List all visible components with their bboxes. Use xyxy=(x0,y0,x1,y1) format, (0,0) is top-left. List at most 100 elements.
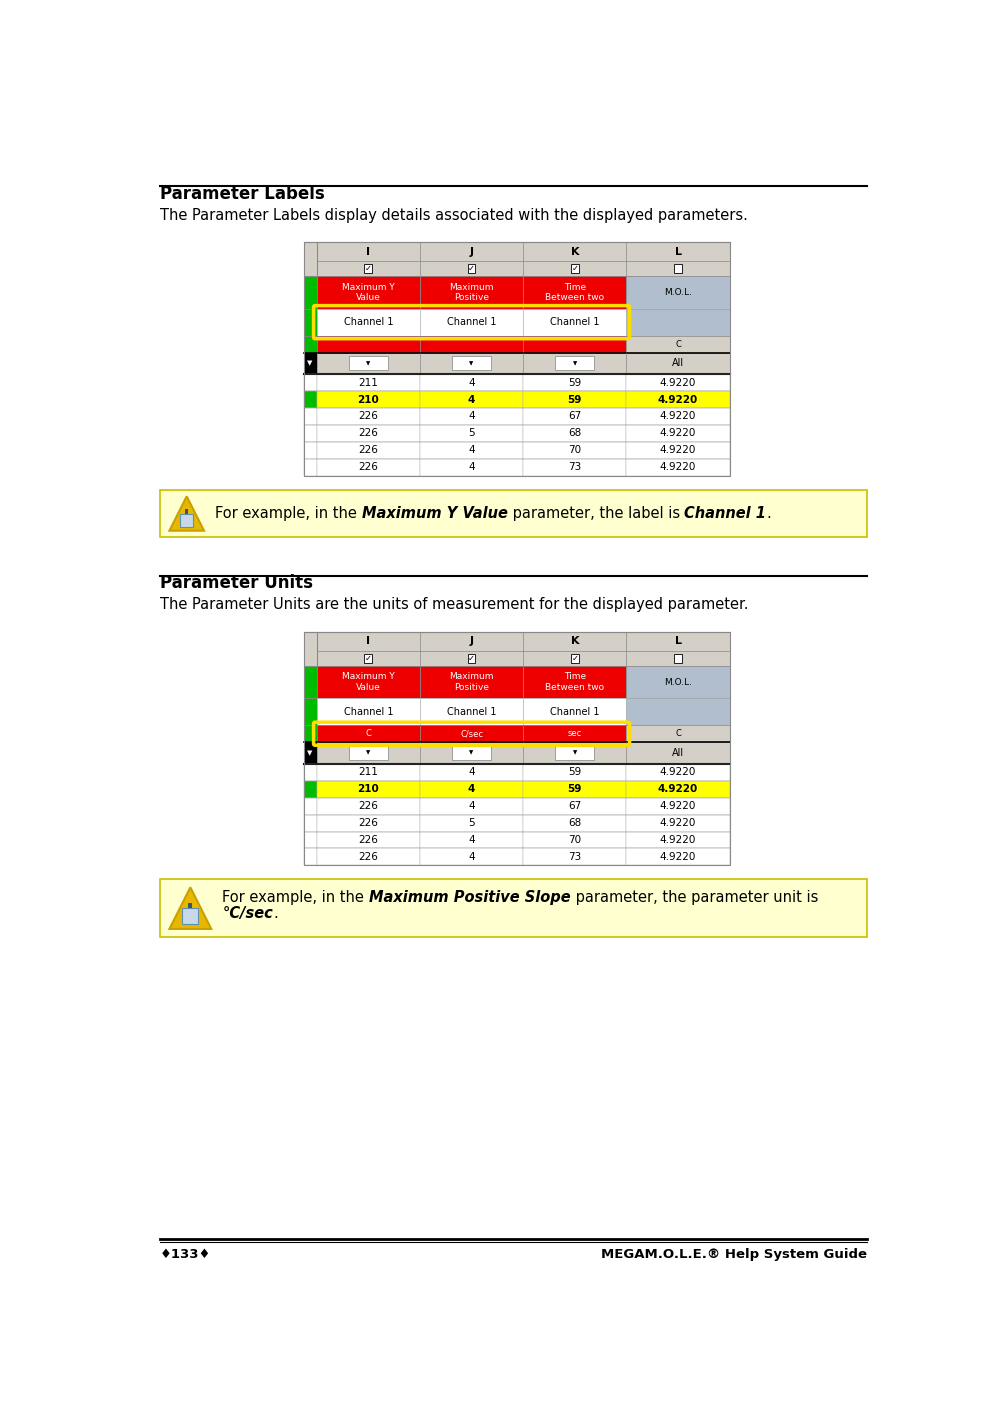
Bar xyxy=(523,725,626,742)
Text: 4: 4 xyxy=(468,412,475,422)
Text: Channel 1: Channel 1 xyxy=(344,707,393,717)
Bar xyxy=(182,909,198,924)
Bar xyxy=(304,391,317,408)
Bar xyxy=(420,831,523,848)
Text: 4.9220: 4.9220 xyxy=(660,768,696,777)
Text: 4.9220: 4.9220 xyxy=(660,378,696,388)
Text: MEGAM.O.L.E.® Help System Guide: MEGAM.O.L.E.® Help System Guide xyxy=(601,1249,867,1261)
Bar xyxy=(420,408,523,425)
Text: ✓: ✓ xyxy=(468,264,475,274)
Bar xyxy=(523,408,626,425)
Bar xyxy=(420,780,523,797)
Bar xyxy=(304,797,317,814)
Text: ✓: ✓ xyxy=(571,264,578,274)
Bar xyxy=(304,353,317,374)
Text: 4.9220: 4.9220 xyxy=(660,852,696,862)
Bar xyxy=(317,336,420,353)
Text: 4: 4 xyxy=(468,446,475,456)
Bar xyxy=(349,357,388,370)
Bar xyxy=(523,797,626,814)
Bar xyxy=(317,277,420,309)
Bar xyxy=(317,814,420,831)
Text: 4: 4 xyxy=(468,395,475,405)
Text: 226: 226 xyxy=(359,818,378,828)
Bar xyxy=(523,391,626,408)
Text: Channel 1: Channel 1 xyxy=(447,707,496,717)
Bar xyxy=(304,763,317,780)
Text: 4: 4 xyxy=(468,785,475,794)
Text: sec: sec xyxy=(568,729,582,738)
Text: 4.9220: 4.9220 xyxy=(658,785,698,794)
Text: 4: 4 xyxy=(468,852,475,862)
Bar xyxy=(626,459,729,476)
Bar xyxy=(420,309,523,336)
Bar xyxy=(304,243,317,261)
Text: Maximum Y
Value: Maximum Y Value xyxy=(342,282,395,302)
Bar xyxy=(420,797,523,814)
Bar xyxy=(317,459,420,476)
Bar xyxy=(626,309,729,336)
Text: 4: 4 xyxy=(468,801,475,811)
Text: 226: 226 xyxy=(359,429,378,439)
Bar xyxy=(304,425,317,442)
Bar xyxy=(626,848,729,865)
Text: 73: 73 xyxy=(568,852,581,862)
Bar xyxy=(523,374,626,391)
Text: I: I xyxy=(367,247,371,257)
Bar xyxy=(468,655,476,663)
Bar xyxy=(523,277,626,309)
Bar xyxy=(317,725,420,742)
Bar xyxy=(349,746,388,761)
Bar xyxy=(317,742,729,763)
Bar xyxy=(523,442,626,459)
Text: ✓: ✓ xyxy=(571,653,578,663)
Bar xyxy=(317,442,420,459)
Text: 226: 226 xyxy=(359,412,378,422)
Text: ✓: ✓ xyxy=(468,653,475,663)
Text: 59: 59 xyxy=(568,785,582,794)
Bar xyxy=(304,442,317,459)
Bar xyxy=(420,442,523,459)
Text: 211: 211 xyxy=(359,378,378,388)
Bar xyxy=(523,666,626,698)
Bar xyxy=(420,725,523,742)
Text: ▼: ▼ xyxy=(573,361,577,365)
Text: 226: 226 xyxy=(359,852,378,862)
Text: The Parameter Units are the units of measurement for the displayed parameter.: The Parameter Units are the units of mea… xyxy=(160,597,748,612)
Bar xyxy=(304,261,729,277)
Bar xyxy=(304,632,317,650)
Text: ▼: ▼ xyxy=(308,360,313,367)
Text: 4: 4 xyxy=(468,378,475,388)
Text: parameter, the parameter unit is: parameter, the parameter unit is xyxy=(570,890,818,906)
Text: 67: 67 xyxy=(568,801,581,811)
Text: Maximum
Positive: Maximum Positive xyxy=(449,673,494,691)
Bar xyxy=(626,666,729,698)
Bar xyxy=(626,374,729,391)
Bar xyxy=(304,459,317,476)
Bar xyxy=(365,264,372,272)
Text: Channel 1: Channel 1 xyxy=(550,707,599,717)
Bar xyxy=(523,698,626,725)
Bar xyxy=(555,357,594,370)
Text: K: K xyxy=(570,247,579,257)
Bar xyxy=(420,336,523,353)
Bar xyxy=(317,831,420,848)
Text: Parameter Units: Parameter Units xyxy=(160,574,313,593)
Text: ▼: ▼ xyxy=(308,751,313,756)
Bar xyxy=(626,336,729,353)
Text: Channel 1: Channel 1 xyxy=(447,317,496,327)
Bar xyxy=(420,277,523,309)
Bar xyxy=(304,309,317,336)
Bar xyxy=(304,261,317,277)
Text: All: All xyxy=(672,748,684,758)
Bar xyxy=(555,746,594,761)
Text: K: K xyxy=(570,636,579,646)
Text: 68: 68 xyxy=(568,818,581,828)
Bar xyxy=(304,650,729,666)
Text: 4.9220: 4.9220 xyxy=(660,463,696,473)
Text: 70: 70 xyxy=(568,835,581,845)
Text: ▼: ▼ xyxy=(573,751,577,755)
Text: 226: 226 xyxy=(359,801,378,811)
Bar xyxy=(523,425,626,442)
Bar xyxy=(317,374,420,391)
